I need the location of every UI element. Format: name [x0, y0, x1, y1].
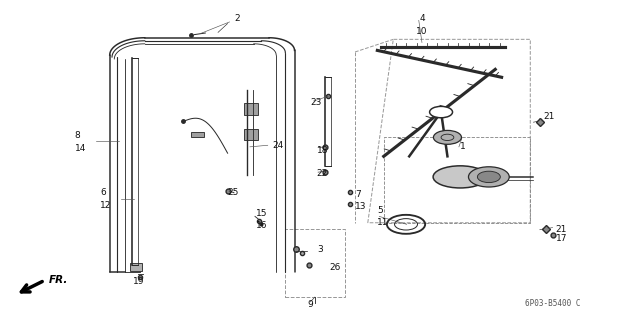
- Text: 2: 2: [234, 14, 239, 23]
- Text: 21: 21: [556, 225, 567, 234]
- Text: FR.: FR.: [49, 275, 68, 285]
- Text: 23: 23: [310, 98, 322, 107]
- Text: 11: 11: [378, 218, 389, 227]
- Text: 24: 24: [272, 141, 284, 150]
- Text: 18: 18: [317, 145, 328, 154]
- Text: 25: 25: [228, 188, 239, 197]
- Circle shape: [468, 167, 509, 187]
- Text: 13: 13: [355, 203, 367, 211]
- Circle shape: [433, 130, 461, 144]
- Text: 22: 22: [317, 169, 328, 178]
- Bar: [285, 229, 346, 297]
- Text: 15: 15: [256, 209, 268, 218]
- Text: 12: 12: [100, 201, 111, 210]
- Text: 17: 17: [556, 234, 567, 243]
- Text: 16: 16: [256, 221, 268, 230]
- Text: 8: 8: [75, 131, 81, 140]
- Text: 21: 21: [543, 112, 554, 121]
- Text: 4: 4: [419, 14, 425, 23]
- Text: 20: 20: [476, 171, 488, 180]
- Text: 3: 3: [317, 245, 323, 254]
- Text: 14: 14: [75, 144, 86, 153]
- Text: 9: 9: [308, 300, 314, 309]
- Text: 6P03-B5400 C: 6P03-B5400 C: [525, 299, 580, 308]
- Text: 5: 5: [378, 206, 383, 215]
- Bar: [244, 103, 257, 115]
- Circle shape: [477, 171, 500, 182]
- Text: 19: 19: [132, 277, 144, 286]
- Text: 26: 26: [330, 263, 341, 271]
- Text: 6: 6: [100, 188, 106, 197]
- Ellipse shape: [433, 166, 487, 188]
- Bar: [244, 129, 257, 140]
- Circle shape: [429, 106, 452, 118]
- Text: 10: 10: [416, 27, 428, 36]
- Bar: [130, 263, 141, 271]
- Bar: [191, 132, 204, 137]
- Text: 1: 1: [460, 142, 466, 151]
- Text: 7: 7: [355, 190, 361, 199]
